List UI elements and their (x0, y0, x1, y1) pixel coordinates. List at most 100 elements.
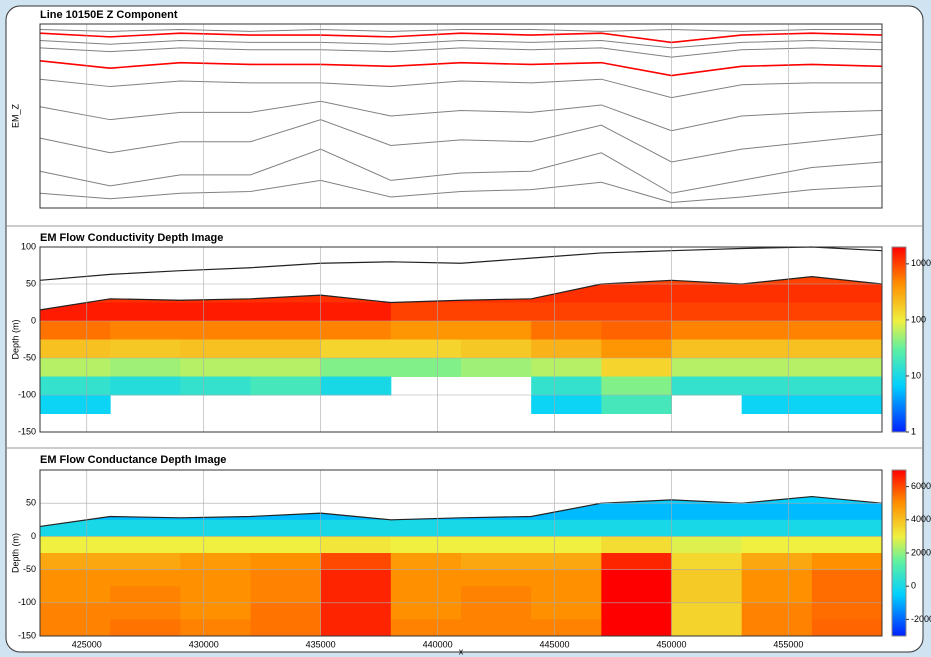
cell (40, 569, 111, 587)
colorbar-label: 100 (911, 314, 926, 324)
y-tick-label: -100 (18, 389, 36, 399)
cell (671, 553, 743, 571)
x-tick-label: 425000 (72, 639, 102, 649)
cell (601, 519, 672, 537)
cell (40, 619, 111, 636)
cell (601, 284, 672, 303)
cell (390, 586, 462, 604)
cell (461, 602, 532, 620)
image (40, 276, 882, 414)
cell (671, 619, 743, 636)
cell (811, 503, 882, 521)
cell (461, 358, 532, 377)
cell (601, 339, 672, 359)
cell (811, 358, 882, 377)
cell (320, 569, 392, 587)
y-tick-label: -150 (18, 630, 36, 640)
profile-line (39, 179, 883, 203)
cell (180, 321, 251, 340)
cell (601, 376, 672, 396)
plot-frame (39, 23, 883, 209)
y-tick-label: -50 (23, 564, 36, 574)
cell (601, 553, 672, 571)
cell (601, 619, 672, 636)
y-axis-label: EM_Z (10, 104, 20, 129)
cell (601, 586, 672, 604)
cell (671, 284, 743, 303)
cell (531, 321, 602, 340)
cell (110, 602, 181, 620)
cell (320, 376, 392, 396)
cell (250, 376, 322, 396)
colorbar (891, 246, 907, 433)
cell (320, 339, 392, 359)
cell (110, 553, 181, 571)
cell (531, 553, 602, 571)
cell (461, 321, 532, 340)
cell (811, 321, 882, 340)
cell (531, 519, 602, 537)
cell (390, 536, 462, 554)
cell (320, 602, 392, 620)
flight-line (39, 246, 883, 281)
cell (110, 519, 181, 537)
cell (811, 602, 882, 620)
profile-line (39, 78, 882, 99)
cell (110, 376, 181, 396)
cell (461, 519, 532, 537)
cell (671, 376, 743, 396)
cell (180, 569, 251, 587)
cell (741, 395, 813, 414)
cell (531, 302, 602, 322)
profile-line (39, 40, 883, 49)
cell (250, 321, 322, 340)
y-tick-label: 0 (31, 315, 36, 325)
y-axis-label: Depth (m) (10, 319, 20, 359)
y-tick-label: -150 (18, 426, 36, 436)
colorbar-label: 6000 (911, 481, 931, 491)
cell (110, 619, 181, 636)
cell (320, 553, 392, 571)
cell (390, 519, 462, 537)
profile-line (39, 119, 883, 163)
cell (741, 302, 813, 322)
cell (671, 602, 743, 620)
cell (741, 284, 813, 303)
cell (180, 358, 251, 377)
x-axis-label: x (459, 646, 464, 656)
colorbar-label: 0 (911, 581, 916, 591)
colorbar-label: 2000 (911, 547, 931, 557)
cell (811, 376, 882, 396)
cell (671, 586, 743, 604)
cell (250, 586, 322, 604)
y-tick-label: 50 (26, 498, 36, 508)
cell (531, 536, 602, 554)
x-tick-label: 435000 (306, 639, 336, 649)
x-tick-label: 445000 (540, 639, 570, 649)
cell (40, 602, 111, 620)
cell (110, 321, 181, 340)
cell (671, 536, 743, 554)
cell (601, 503, 672, 521)
cell (40, 358, 111, 377)
cell (741, 569, 813, 587)
cell (320, 619, 392, 636)
cell (671, 358, 743, 377)
x-tick-label: 440000 (423, 639, 453, 649)
profile-line (39, 29, 882, 32)
colorbar-label: 4000 (911, 514, 931, 524)
cell (671, 321, 743, 340)
cell (461, 586, 532, 604)
cell (741, 376, 813, 396)
cell (601, 321, 672, 340)
cell (741, 358, 813, 377)
cell (250, 553, 322, 571)
image (40, 496, 882, 636)
cell (741, 602, 813, 620)
cell (531, 376, 602, 396)
chart-title: Line 10150E Z Component (40, 9, 178, 21)
cell (40, 536, 111, 554)
cell (811, 569, 882, 587)
cell (390, 358, 462, 377)
